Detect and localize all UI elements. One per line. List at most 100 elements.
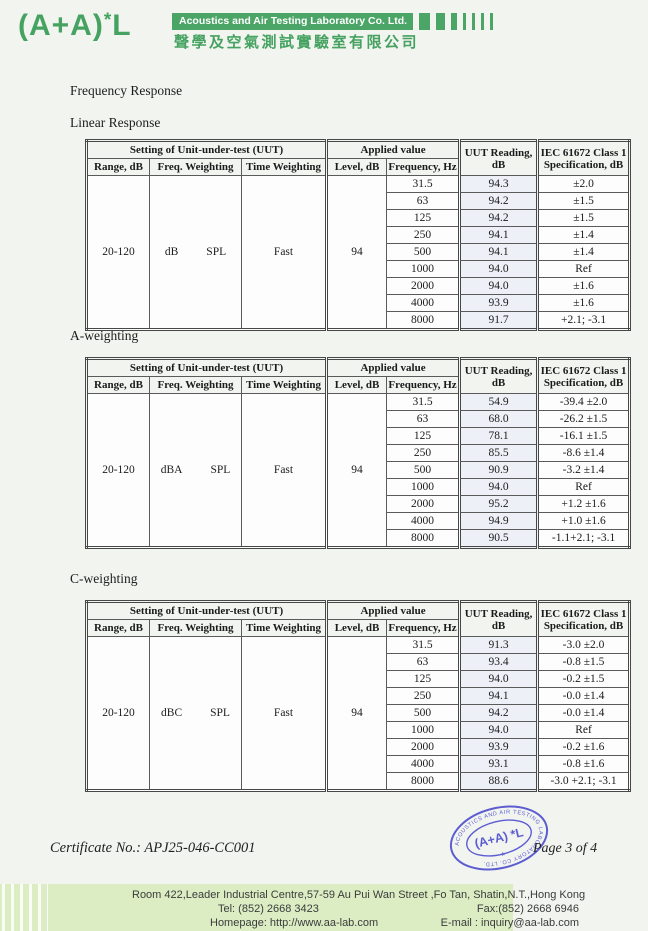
spl-label: SPL (206, 246, 227, 258)
iec-spec-header: IEC 61672 Class 1 Specification, dB (537, 601, 631, 637)
frequency-row: 250 85.5 -8.6 ±1.4 (87, 444, 631, 462)
uut-reading-cell: 91.7 (459, 311, 540, 330)
frequency-row: 63 68.0 -26.2 ±1.5 (87, 410, 631, 428)
stamp-outer-ring (449, 805, 549, 871)
range-cell: 20-120 (86, 636, 150, 791)
frequency-row: 500 94.2 -0.0 ±1.4 (87, 704, 631, 722)
spec-cell: +1.0 ±1.6 (537, 512, 631, 530)
freq-weighting-cell: dBA SPL (149, 393, 242, 548)
uut-reading-cell: 93.9 (459, 294, 540, 312)
range-cell: 20-120 (86, 175, 150, 330)
frequency-header: Frequency, Hz (386, 619, 462, 637)
decorative-bar (419, 13, 431, 30)
spec-cell: -0.2 ±1.6 (537, 738, 631, 756)
uut-reading-cell: 68.0 (459, 410, 540, 428)
spec-cell: Ref (537, 260, 631, 278)
frequency-row: 8000 88.6 -3.0 +2.1; -3.1 (87, 772, 631, 791)
frequency-row: 125 94.0 -0.2 ±1.5 (87, 670, 631, 688)
freq-weighting-value: dBC (161, 707, 183, 719)
footer-fax: Fax:(852) 2668 6946 (476, 903, 579, 915)
frequency-cell: 2000 (386, 738, 462, 756)
time-weighting-header: Time Weighting (240, 158, 329, 176)
uut-reading-cell: 94.9 (459, 512, 540, 530)
decorative-bar (463, 13, 467, 30)
spec-cell: +2.1; -3.1 (537, 311, 631, 330)
company-name-zh: 聲學及空氣測試實驗室有限公司 (174, 34, 420, 51)
iec-spec-header: IEC 61672 Class 1 Specification, dB (537, 358, 631, 394)
frequency-cell: 1000 (386, 721, 462, 739)
freq-weighting-header: Freq. Weighting (149, 376, 242, 394)
spec-cell: ±1.5 (537, 209, 631, 227)
frequency-cell: 250 (386, 444, 462, 462)
company-logo: (A+A)*L (18, 9, 132, 43)
frequency-cell: 4000 (386, 755, 462, 773)
uut-reading-cell: 94.1 (459, 243, 540, 261)
range-header: Range, dB (86, 619, 150, 637)
frequency-cell: 500 (386, 461, 462, 479)
footer-decorative-stripes (2, 884, 48, 931)
frequency-row: 4000 93.1 -0.8 ±1.6 (87, 755, 631, 773)
frequency-row: 20-120 dBC SPL Fast 94 31.5 91.3 -3.0 ±2.0 (86, 636, 631, 791)
applied-value-group-header: Applied value (326, 358, 462, 377)
uut-reading-cell: 85.5 (459, 444, 540, 462)
frequency-cell: 31.5 (386, 175, 462, 193)
table-group-header-row: Setting of Unit-under-test (UUT) Applied… (85, 358, 631, 394)
footer-band (0, 884, 513, 931)
frequency-row: 250 94.1 -0.0 ±1.4 (87, 687, 631, 705)
frequency-cell: 8000 (386, 529, 462, 548)
frequency-row: 8000 90.5 -1.1+2.1; -3.1 (87, 529, 631, 548)
applied-value-group-header: Applied value (326, 140, 462, 159)
a-weighting-table-wrap: Setting of Unit-under-test (UUT) Applied… (85, 357, 632, 549)
freq-weighting-cell: dBC SPL (149, 636, 242, 791)
table-column-header-row: Range, dB Freq. Weighting Time Weighting… (86, 376, 630, 394)
footer-address: Room 422,Leader Industrial Centre,57-59 … (132, 889, 586, 901)
uut-reading-cell: 94.3 (459, 175, 540, 193)
c-weighting-table: Setting of Unit-under-test (UUT) Applied… (85, 600, 632, 792)
spec-cell: -0.8 ±1.5 (537, 653, 631, 671)
uut-reading-cell: 94.0 (459, 478, 540, 496)
uut-setting-group-header: Setting of Unit-under-test (UUT) (85, 140, 329, 159)
freq-weighting-value: dB (164, 246, 179, 258)
logo-suffix: L (112, 9, 132, 42)
decorative-bar (481, 13, 485, 30)
frequency-cell: 125 (386, 670, 462, 688)
level-header: Level, dB (326, 376, 388, 394)
range-header: Range, dB (86, 376, 150, 394)
frequency-cell: 63 (386, 410, 462, 428)
range-header: Range, dB (86, 158, 150, 176)
spec-cell: -39.4 ±2.0 (537, 393, 631, 411)
decorative-bar (472, 13, 476, 30)
table-group-header-row: Setting of Unit-under-test (UUT) Applied… (85, 140, 631, 176)
frequency-row: 4000 93.9 ±1.6 (87, 294, 631, 312)
spec-cell: -1.1+2.1; -3.1 (537, 529, 631, 548)
company-name-en: Acoustics and Air Testing Laboratory Co.… (172, 13, 414, 30)
section-label-a-weighting: A-weighting (70, 328, 139, 343)
uut-reading-cell: 78.1 (459, 427, 540, 445)
frequency-cell: 125 (386, 209, 462, 227)
c-weighting-table-wrap: Setting of Unit-under-test (UUT) Applied… (85, 600, 632, 792)
frequency-cell: 500 (386, 243, 462, 261)
frequency-row: 1000 94.0 Ref (87, 721, 631, 739)
footer-tel: Tel: (852) 2668 3423 (218, 903, 319, 915)
freq-weighting-value: dBA (160, 464, 183, 476)
spec-cell: -0.0 ±1.4 (537, 704, 631, 722)
level-cell: 94 (326, 393, 388, 548)
level-header: Level, dB (326, 619, 388, 637)
frequency-cell: 2000 (386, 277, 462, 295)
spec-cell: -0.0 ±1.4 (537, 687, 631, 705)
uut-reading-cell: 94.0 (459, 277, 540, 295)
uut-reading-cell: 88.6 (459, 772, 540, 791)
company-stamp: ACOUSTICS AND AIR TESTING LABORATORY CO.… (449, 801, 549, 875)
uut-reading-cell: 94.1 (459, 226, 540, 244)
spec-cell: -8.6 ±1.4 (537, 444, 631, 462)
footer-email: E-mail : inquiry@aa-lab.com (440, 917, 579, 929)
spec-cell: ±1.6 (537, 294, 631, 312)
time-weighting-cell: Fast (240, 175, 329, 330)
uut-reading-cell: 54.9 (459, 393, 540, 411)
spec-cell: ±1.4 (537, 226, 631, 244)
frequency-row: 125 78.1 -16.1 ±1.5 (87, 427, 631, 445)
freq-weighting-header: Freq. Weighting (149, 158, 242, 176)
uut-reading-cell: 94.2 (459, 192, 540, 210)
spec-cell: ±1.6 (537, 277, 631, 295)
spec-cell: -0.2 ±1.5 (537, 670, 631, 688)
